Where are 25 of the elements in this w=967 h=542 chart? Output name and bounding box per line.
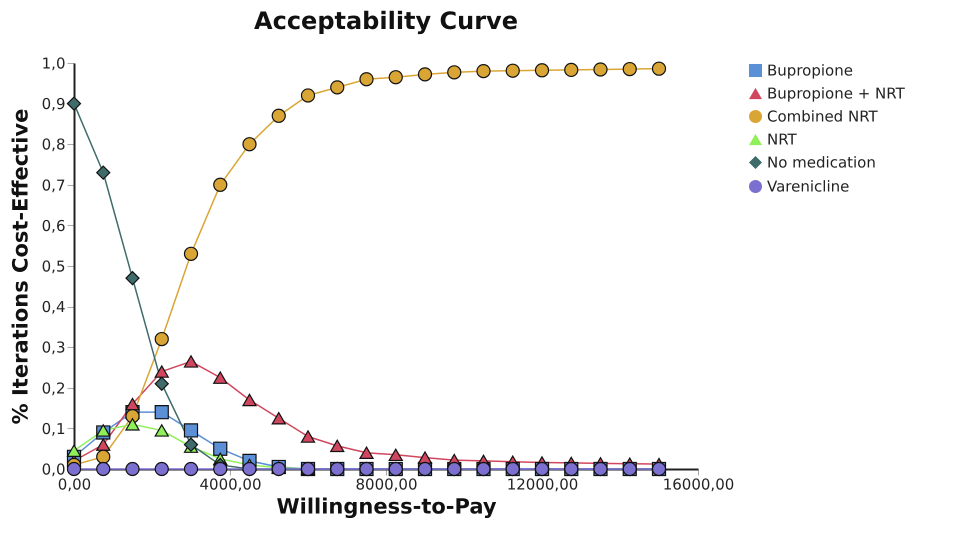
legend-label: NRT (767, 130, 798, 148)
y-tick-label: 0,1 (42, 420, 66, 438)
y-tick-label: 0,8 (42, 136, 66, 154)
legend-label: Varenicline (767, 178, 850, 196)
y-tick-label: 0,7 (42, 176, 66, 194)
y-tick-label: 0,5 (42, 258, 66, 276)
x-tick-label: 12000,00 (506, 476, 578, 494)
y-tick-label: 0,4 (42, 298, 66, 316)
y-tick-label: 0,0 (42, 460, 66, 478)
legend-label: Bupropione + NRT (767, 84, 906, 102)
y-tick-label: 0,9 (42, 95, 66, 114)
x-tick-label: 4000,00 (199, 476, 262, 494)
y-axis-title: % Iterations Cost-Effective (8, 108, 33, 424)
x-tick-label: 8000,00 (355, 476, 418, 494)
legend-label: Bupropione (767, 62, 853, 80)
y-tick-label: 0,2 (42, 379, 66, 398)
legend-label: No medication (767, 154, 876, 172)
legend-label: Combined NRT (767, 108, 879, 126)
y-tick-label: 0,6 (42, 216, 66, 235)
y-tick-label: 0,3 (42, 338, 66, 357)
x-axis-title: Willingness-to-Pay (276, 494, 497, 518)
x-tick-label: 16000,00 (662, 476, 734, 494)
chart-title: Acceptability Curve (254, 7, 518, 35)
y-tick-label: 1,0 (42, 54, 66, 72)
x-tick-label: 0,00 (58, 476, 92, 494)
